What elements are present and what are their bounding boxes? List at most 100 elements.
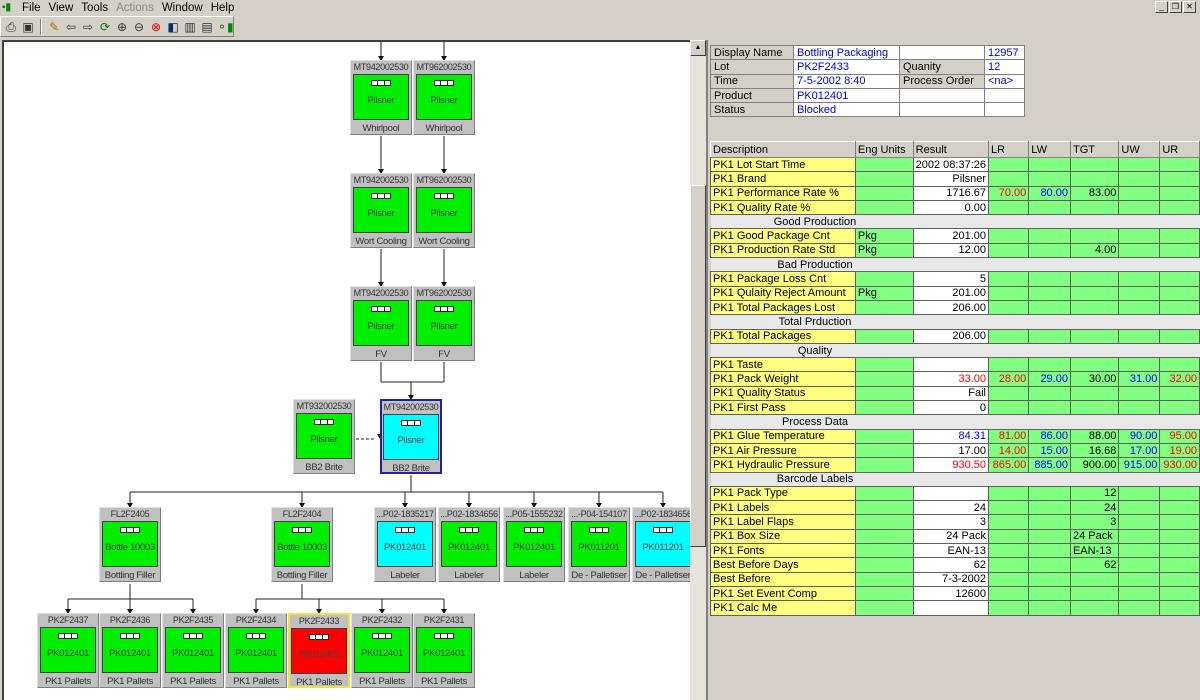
result-cell[interactable]: 84.31 <box>912 428 990 444</box>
menu-actions[interactable]: Actions <box>116 2 154 14</box>
result-cell[interactable]: 3 <box>912 514 990 530</box>
table-row[interactable]: PK1 Qulaity Reject Amount Pkg 201.00 <box>710 285 1200 301</box>
result-cell[interactable]: 930.50 <box>912 457 990 473</box>
edit-pencil-icon[interactable]: ✎ <box>48 19 60 34</box>
lot-node[interactable]: MT942002530 Pilsner BB2 Brite <box>380 399 442 474</box>
lot-node[interactable]: FL2F2405 Bottle 10003 Bottling Filler <box>99 507 161 582</box>
lot-node[interactable]: PK2F2431 PK012401 PK1 Pallets <box>413 613 475 688</box>
table-row[interactable]: PK1 Pack Weight 33.00 28.00 29.00 30.00 31.0… <box>710 371 1200 387</box>
close-icon[interactable]: ✕ <box>1183 1 1196 13</box>
result-cell[interactable]: 5 <box>912 271 990 287</box>
table-icon[interactable]: ▤ <box>201 19 213 34</box>
genealogy-tree-view[interactable]: MT942002530 Pilsner Whirlpool MT962002530… <box>2 40 690 700</box>
forward-arrow-icon[interactable]: ⇨ <box>82 19 94 34</box>
menu-tools[interactable]: Tools <box>81 2 109 14</box>
description-cell[interactable]: PK1 Taste <box>710 357 856 373</box>
description-cell[interactable]: PK1 Set Event Comp <box>710 585 856 602</box>
restore-icon[interactable]: ❐ <box>1169 1 1182 13</box>
result-cell[interactable]: 33.00 <box>912 371 990 387</box>
table-row[interactable]: PK1 First Pass 0 <box>710 400 1200 416</box>
description-cell[interactable]: PK1 Performance Rate % <box>710 185 856 201</box>
table-row[interactable]: PK1 Performance Rate % 1716.67 70.00 80.00… <box>710 185 1200 201</box>
lot-node[interactable]: MT942002530 Pilsner Wort Cooling <box>350 173 412 248</box>
result-cell[interactable]: 0.00 <box>912 199 990 216</box>
lot-node[interactable]: FL2F2404 Bottle 10003 Bottling Filler <box>271 507 333 582</box>
table-row[interactable]: PK1 Fonts EAN-13 EAN-13 <box>710 543 1200 559</box>
result-cell[interactable]: 1716.67 <box>912 185 990 201</box>
result-cell[interactable]: 2002 08:37:26 <box>912 156 990 173</box>
table-row[interactable]: PK1 Calc Me <box>710 600 1200 616</box>
table-row[interactable]: PK1 Set Event Comp 12600 <box>710 585 1200 602</box>
result-cell[interactable]: 7-3-2002 <box>912 571 990 587</box>
result-cell[interactable]: 24 <box>912 500 990 516</box>
zoom-reset-icon[interactable]: ⊗ <box>150 19 162 34</box>
lot-node[interactable]: MT942002530 Pilsner FV <box>350 286 412 361</box>
properties-icon[interactable]: ▣ <box>22 19 34 34</box>
result-cell[interactable]: 206.00 <box>912 328 990 344</box>
table-row[interactable]: PK1 Taste <box>710 357 1200 373</box>
description-cell[interactable]: PK1 Production Rate Std <box>710 242 856 259</box>
column-header[interactable]: LR <box>988 141 1030 158</box>
result-cell[interactable]: 0 <box>912 400 990 416</box>
description-cell[interactable]: PK1 Qulaity Reject Amount <box>710 285 856 301</box>
zoom-out-icon[interactable]: ⊖ <box>133 19 145 34</box>
lot-node[interactable]: PK2F2432 PK012401 PK1 Pallets <box>351 613 413 688</box>
description-cell[interactable]: PK1 Pack Type <box>710 485 856 502</box>
description-cell[interactable]: PK1 Brand <box>710 171 856 187</box>
description-cell[interactable]: Best Before <box>710 571 856 587</box>
result-cell[interactable]: 62 <box>912 557 990 573</box>
menu-window[interactable]: Window <box>161 2 203 14</box>
description-cell[interactable]: PK1 Fonts <box>710 543 856 559</box>
table-row[interactable]: PK1 Lot Start Time 2002 08:37:26 <box>710 156 1200 173</box>
table-row[interactable]: PK1 Package Loss Cnt 5 <box>710 271 1200 287</box>
description-cell[interactable]: PK1 First Pass <box>710 400 856 416</box>
result-cell[interactable]: 12.00 <box>912 242 990 259</box>
column-header[interactable]: UW <box>1118 141 1161 158</box>
result-cell[interactable]: EAN-13 <box>912 543 990 559</box>
description-cell[interactable]: Best Before Days <box>710 557 856 573</box>
columns-icon[interactable]: ▥ <box>184 19 196 34</box>
lot-node[interactable]: PK2F2435 PK012401 PK1 Pallets <box>162 613 224 688</box>
minimize-icon[interactable]: _ <box>1155 1 1168 13</box>
table-row[interactable]: PK1 Total Packages 206.00 <box>710 328 1200 344</box>
result-cell[interactable]: Pilsner <box>912 171 990 187</box>
result-cell[interactable] <box>912 485 990 502</box>
lot-node[interactable]: ...P02-1834656 PK011201 De - Palletiser <box>632 507 690 582</box>
table-row[interactable]: PK1 Production Rate Std Pkg 12.00 4.00 <box>710 242 1200 259</box>
lot-node[interactable]: PK2F2434 PK012401 PK1 Pallets <box>225 613 287 688</box>
lot-node[interactable]: MT932002530 Pilsner BB2 Brite <box>293 399 355 474</box>
description-cell[interactable]: PK1 Total Packages Lost <box>710 299 856 316</box>
menu-view[interactable]: View <box>48 2 74 14</box>
description-cell[interactable]: PK1 Pack Weight <box>710 371 856 387</box>
column-header[interactable]: Eng Units <box>854 141 914 158</box>
refresh-tree-icon[interactable]: ⟳ <box>99 19 111 34</box>
lot-node[interactable]: ...P02-1835217 PK012401 Labeler <box>374 507 436 582</box>
lot-node[interactable]: ...P02-1834656 PK012401 Labeler <box>438 507 500 582</box>
lot-node[interactable]: ...P05-1555232 PK012401 Labeler <box>503 507 565 582</box>
lot-node[interactable]: MT962002530 Pilsner FV <box>413 286 475 361</box>
column-header[interactable]: Result <box>912 141 990 158</box>
description-cell[interactable]: PK1 Package Loss Cnt <box>710 271 856 287</box>
description-cell[interactable]: PK1 Good Package Cnt <box>710 228 856 244</box>
table-row[interactable]: PK1 Box Size 24 Pack 24 Pack <box>710 528 1200 545</box>
result-cell[interactable]: 206.00 <box>912 299 990 316</box>
column-header[interactable]: UR <box>1159 141 1200 158</box>
layout-icon[interactable]: ◧ <box>167 19 179 34</box>
result-cell[interactable]: 12600 <box>912 585 990 602</box>
result-cell[interactable] <box>912 600 990 616</box>
print-icon[interactable]: ⎙ <box>6 19 16 34</box>
lot-node[interactable]: PK2F2433 PK012401 PK1 Pallets <box>288 613 350 688</box>
column-header[interactable]: LW <box>1028 141 1071 158</box>
menu-help[interactable]: Help <box>210 2 235 14</box>
column-header[interactable]: TGT <box>1069 141 1120 158</box>
table-row[interactable]: PK1 Good Package Cnt Pkg 201.00 <box>710 228 1200 244</box>
zoom-in-icon[interactable]: ⊕ <box>116 19 128 34</box>
description-cell[interactable]: PK1 Lot Start Time <box>710 156 856 173</box>
description-cell[interactable]: PK1 Glue Temperature <box>710 428 856 444</box>
result-cell[interactable]: Fail <box>912 385 990 402</box>
lot-node[interactable]: MT962002530 Pilsner Wort Cooling <box>413 173 475 248</box>
vertical-scrollbar[interactable]: ▲ <box>690 40 706 700</box>
table-row[interactable]: PK1 Quality Status Fail <box>710 385 1200 402</box>
table-row[interactable]: Best Before Days 62 62 <box>710 557 1200 573</box>
table-row[interactable]: PK1 Total Packages Lost 206.00 <box>710 299 1200 316</box>
